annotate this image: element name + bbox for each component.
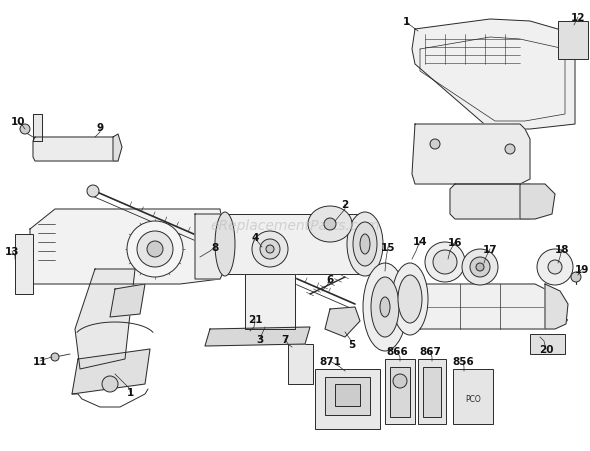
Polygon shape [382, 285, 555, 329]
Ellipse shape [380, 297, 390, 318]
Bar [453, 369, 493, 424]
Text: 1: 1 [402, 17, 409, 27]
Text: 9: 9 [96, 123, 104, 133]
Ellipse shape [353, 222, 377, 267]
Text: PCO: PCO [465, 395, 481, 404]
Circle shape [87, 186, 99, 198]
Ellipse shape [360, 235, 370, 254]
Polygon shape [33, 115, 42, 142]
Bar [325, 377, 370, 415]
Circle shape [147, 241, 163, 258]
Ellipse shape [215, 212, 235, 276]
Circle shape [127, 221, 183, 277]
Text: 7: 7 [281, 334, 289, 344]
Bar [385, 359, 415, 424]
Polygon shape [450, 184, 535, 220]
Circle shape [548, 260, 562, 274]
Polygon shape [412, 125, 530, 184]
Circle shape [324, 219, 336, 230]
Text: 4: 4 [251, 232, 258, 243]
Bar [423, 367, 441, 417]
Bar [530, 334, 565, 354]
Bar [315, 369, 380, 429]
Text: 8: 8 [211, 243, 219, 253]
Text: 867: 867 [419, 346, 441, 356]
Circle shape [537, 249, 573, 285]
Text: 2: 2 [342, 199, 349, 210]
Text: 866: 866 [386, 346, 408, 356]
Text: 15: 15 [381, 243, 395, 253]
Circle shape [20, 125, 30, 135]
Bar [15, 235, 33, 295]
Polygon shape [110, 285, 145, 318]
Ellipse shape [392, 263, 428, 335]
Circle shape [433, 250, 457, 274]
Circle shape [137, 231, 173, 267]
Text: 18: 18 [555, 244, 569, 254]
Polygon shape [520, 184, 555, 220]
Circle shape [102, 376, 118, 392]
Polygon shape [325, 307, 360, 337]
Bar [225, 215, 365, 274]
Circle shape [260, 239, 280, 259]
Text: 1: 1 [126, 387, 133, 397]
Text: 10: 10 [11, 117, 25, 127]
Polygon shape [113, 135, 122, 161]
Ellipse shape [371, 277, 399, 337]
Text: 20: 20 [539, 344, 553, 354]
Polygon shape [30, 210, 225, 285]
Text: 12: 12 [571, 13, 585, 23]
Circle shape [266, 245, 274, 253]
Polygon shape [33, 138, 118, 161]
Ellipse shape [308, 207, 352, 243]
Circle shape [470, 258, 490, 277]
Ellipse shape [363, 263, 407, 351]
Polygon shape [245, 274, 295, 329]
Bar [418, 359, 446, 424]
Text: 871: 871 [319, 356, 341, 366]
Circle shape [430, 140, 440, 150]
Text: 21: 21 [248, 314, 262, 324]
Polygon shape [75, 269, 135, 369]
Text: 17: 17 [483, 244, 497, 254]
Bar [335, 384, 360, 406]
Circle shape [505, 145, 515, 155]
Polygon shape [205, 327, 310, 346]
Polygon shape [412, 20, 575, 130]
Ellipse shape [398, 276, 422, 323]
Ellipse shape [347, 212, 383, 276]
Text: 11: 11 [33, 356, 47, 366]
Circle shape [51, 353, 59, 361]
Text: 13: 13 [5, 246, 19, 257]
Text: 856: 856 [452, 356, 474, 366]
Bar [390, 367, 410, 417]
Circle shape [252, 231, 288, 267]
Circle shape [571, 272, 581, 282]
Text: 19: 19 [575, 264, 589, 274]
Polygon shape [72, 349, 150, 394]
Circle shape [393, 374, 407, 388]
Polygon shape [195, 215, 225, 279]
Text: 5: 5 [348, 339, 356, 349]
Polygon shape [545, 285, 568, 329]
Text: 16: 16 [448, 238, 462, 248]
Circle shape [425, 243, 465, 282]
Text: 6: 6 [326, 274, 333, 285]
Bar [288, 344, 313, 384]
Text: 14: 14 [412, 236, 427, 246]
Circle shape [462, 249, 498, 285]
Circle shape [476, 263, 484, 272]
Text: eReplacementParts.com: eReplacementParts.com [210, 219, 380, 232]
Bar [558, 22, 588, 60]
Text: 3: 3 [257, 334, 264, 344]
